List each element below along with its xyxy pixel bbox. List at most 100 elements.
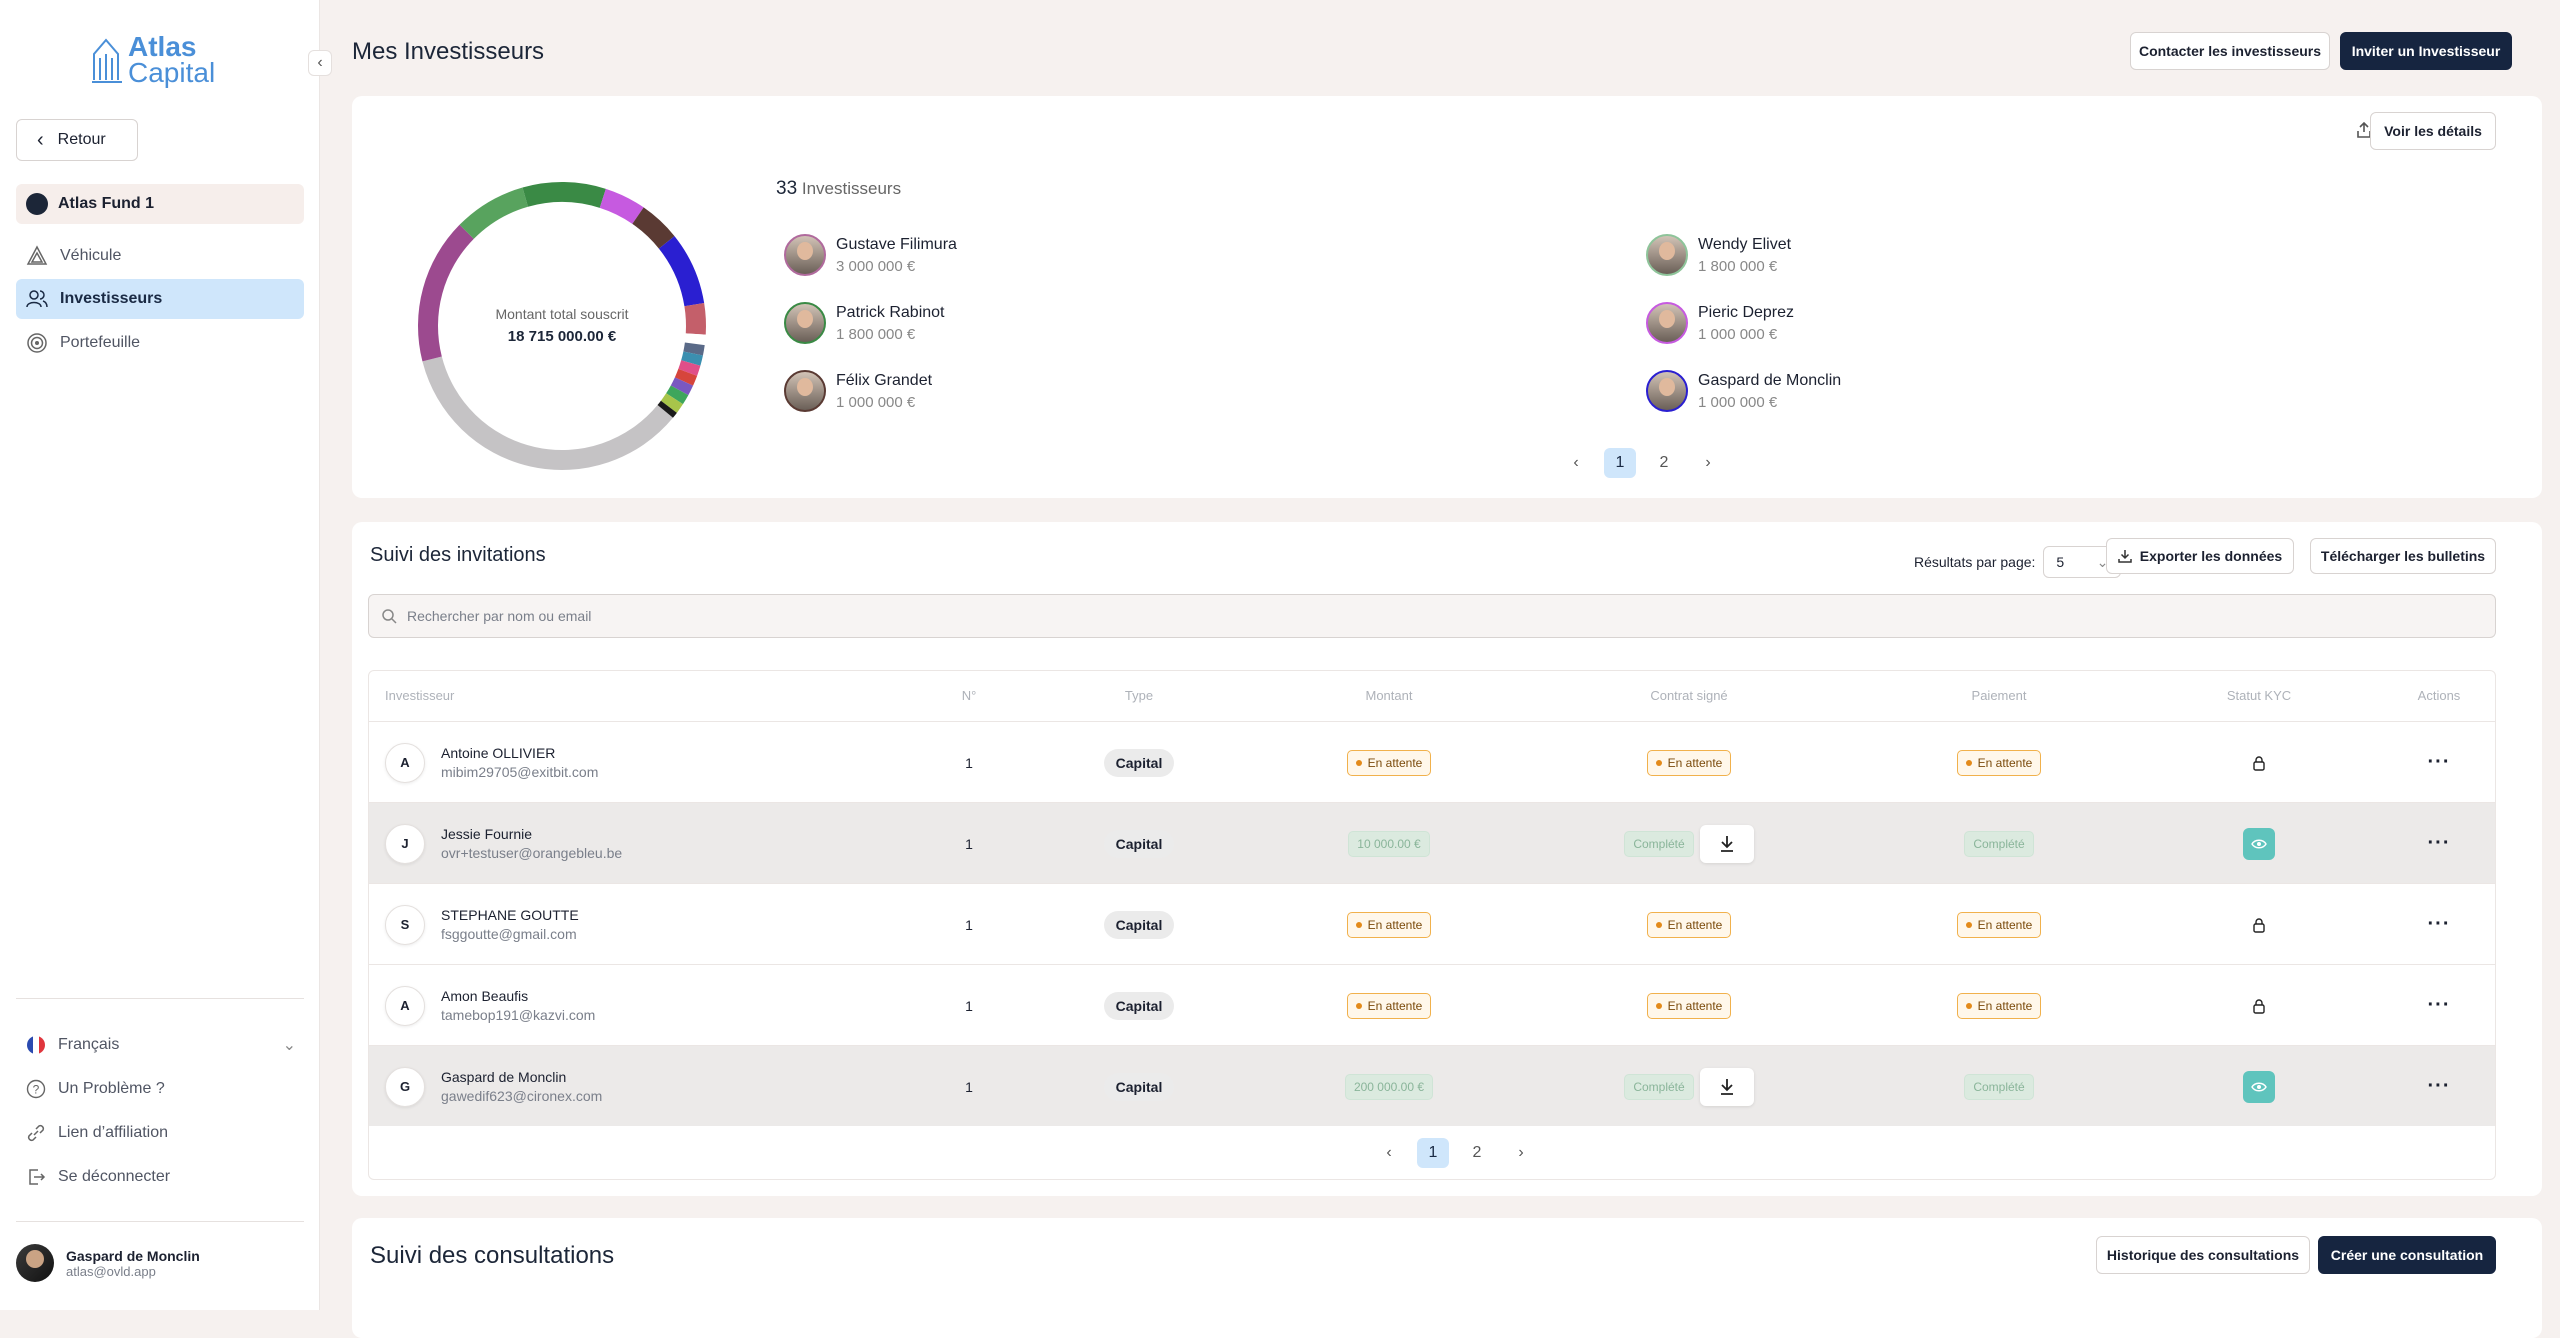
consultation-history-button[interactable]: Historique des consultations bbox=[2096, 1236, 2310, 1274]
kyc-cell bbox=[2199, 803, 2319, 884]
avatar bbox=[784, 302, 826, 344]
invite-investor-button[interactable]: Inviter un Investisseur bbox=[2340, 32, 2512, 70]
collapse-sidebar-button[interactable]: ‹ bbox=[308, 50, 332, 76]
amount-cell: En attente bbox=[1309, 965, 1469, 1046]
investor-item[interactable]: Gustave Filimura 3 000 000 € bbox=[784, 234, 957, 276]
export-label: Exporter les données bbox=[2139, 548, 2283, 564]
initial-avatar: S bbox=[385, 904, 425, 945]
donut-segment[interactable] bbox=[674, 368, 698, 386]
create-consultation-button[interactable]: Créer une consultation bbox=[2318, 1236, 2496, 1274]
page-1-button[interactable]: 1 bbox=[1417, 1138, 1449, 1168]
donut-segment[interactable] bbox=[681, 351, 703, 366]
more-actions-icon[interactable]: ··· bbox=[2427, 1075, 2451, 1097]
donut-segment[interactable] bbox=[684, 333, 706, 346]
invitations-title: Suivi des invitations bbox=[370, 544, 546, 566]
download-contract-button[interactable] bbox=[1699, 824, 1754, 863]
donut-segment[interactable] bbox=[683, 342, 705, 356]
investor-email: ovr+testuser@orangebleu.be bbox=[441, 845, 623, 861]
amount-badge: 10 000.00 € bbox=[1348, 830, 1430, 857]
kyc-cell bbox=[2199, 722, 2319, 803]
sidebar-item-vehicule[interactable]: Véhicule bbox=[16, 236, 304, 276]
donut-segment[interactable] bbox=[422, 356, 673, 470]
export-data-button[interactable]: Exporter les données bbox=[2106, 538, 2294, 574]
language-selector[interactable]: Français ⌄ bbox=[16, 1027, 304, 1063]
view-details-button[interactable]: Voir les détails bbox=[2370, 112, 2496, 150]
lock-icon[interactable] bbox=[2252, 755, 2266, 771]
view-kyc-button[interactable] bbox=[2243, 1070, 2275, 1103]
contact-investors-button[interactable]: Contacter les investisseurs bbox=[2130, 32, 2330, 70]
help-link[interactable]: ? Un Problème ? bbox=[16, 1071, 304, 1107]
donut-segment[interactable] bbox=[678, 360, 701, 376]
atlas-capital-logo[interactable]: Atlas Capital bbox=[92, 32, 232, 88]
kyc-cell bbox=[2199, 965, 2319, 1046]
fund-name: Atlas Fund 1 bbox=[58, 195, 155, 212]
view-kyc-button[interactable] bbox=[2243, 827, 2275, 860]
table-row[interactable]: J Jessie Fournie ovr+testuser@orangebleu.b… bbox=[369, 802, 2495, 884]
svg-text:?: ? bbox=[33, 1083, 40, 1097]
page-1-button[interactable]: 1 bbox=[1604, 448, 1636, 478]
more-actions-icon[interactable]: ··· bbox=[2427, 751, 2451, 773]
table-row[interactable]: G Gaspard de Monclin gawedif623@cironex.co… bbox=[369, 1045, 2495, 1126]
type-cell: Capital bbox=[1089, 803, 1189, 884]
table-row[interactable]: A Amon Beaufis tamebop191@kazvi.com 1 Capi… bbox=[369, 964, 2495, 1046]
investor-item[interactable]: Pieric Deprez 1 000 000 € bbox=[1646, 302, 1794, 344]
download-icon bbox=[1720, 835, 1733, 852]
donut-segment[interactable] bbox=[666, 385, 689, 405]
download-bulletins-button[interactable]: Télécharger les bulletins bbox=[2310, 538, 2496, 574]
page-2-button[interactable]: 2 bbox=[1659, 454, 1669, 471]
more-actions-icon[interactable]: ··· bbox=[2427, 832, 2451, 854]
type-pill: Capital bbox=[1103, 910, 1175, 939]
more-actions-icon[interactable]: ··· bbox=[2427, 913, 2451, 935]
page-2-button[interactable]: 2 bbox=[1472, 1144, 1482, 1161]
sidebar-item-portefeuille[interactable]: Portefeuille bbox=[16, 323, 304, 363]
chevron-right-icon[interactable]: › bbox=[1705, 454, 1711, 471]
chevron-left-icon[interactable]: ‹ bbox=[1573, 454, 1579, 471]
main-content: Mes Investisseurs Contacter les investis… bbox=[322, 0, 2560, 1338]
donut-segment[interactable] bbox=[657, 400, 677, 418]
lock-icon[interactable] bbox=[2252, 917, 2266, 933]
logout-link[interactable]: Se déconnecter bbox=[16, 1159, 304, 1195]
initial-avatar: J bbox=[385, 823, 425, 864]
donut-segment[interactable] bbox=[599, 188, 644, 224]
avatar bbox=[1646, 234, 1688, 276]
back-button[interactable]: ‹ Retour bbox=[16, 119, 138, 161]
donut-segment[interactable] bbox=[522, 182, 606, 208]
investor-item[interactable]: Patrick Rabinot 1 800 000 € bbox=[784, 302, 945, 344]
lock-icon[interactable] bbox=[2252, 998, 2266, 1014]
column-header: Investisseur bbox=[385, 688, 455, 703]
investor-name: Antoine OLLIVIER bbox=[441, 745, 556, 761]
user-profile[interactable]: Gaspard de Monclin atlas@ovld.app bbox=[16, 1244, 200, 1282]
more-actions-icon[interactable]: ··· bbox=[2427, 994, 2451, 1016]
sidebar-divider bbox=[16, 1221, 304, 1222]
initial-avatar: G bbox=[385, 1066, 425, 1107]
donut-segment[interactable] bbox=[632, 207, 675, 249]
table-row[interactable]: S STEPHANE GOUTTE fsggoutte@gmail.com 1 Ca… bbox=[369, 883, 2495, 964]
donut-segment[interactable] bbox=[418, 224, 474, 362]
fund-selector[interactable]: Atlas Fund 1 bbox=[16, 184, 304, 224]
rpp-value: 5 bbox=[2056, 554, 2065, 570]
download-icon bbox=[1720, 1078, 1733, 1095]
donut-segment[interactable] bbox=[684, 303, 706, 335]
donut-segment[interactable] bbox=[660, 393, 683, 413]
investor-item[interactable]: Gaspard de Monclin 1 000 000 € bbox=[1646, 370, 1841, 412]
investor-item[interactable]: Wendy Elivet 1 800 000 € bbox=[1646, 234, 1791, 276]
download-contract-button[interactable] bbox=[1699, 1067, 1754, 1106]
eye-icon bbox=[2251, 839, 2267, 848]
affiliate-link[interactable]: Lien d’affiliation bbox=[16, 1115, 304, 1151]
chevron-down-icon: ⌄ bbox=[282, 1037, 296, 1054]
donut-segment[interactable] bbox=[459, 187, 528, 239]
table-row[interactable]: A Antoine OLLIVIER mibim29705@exitbit.com … bbox=[369, 721, 2495, 803]
donut-segment[interactable] bbox=[658, 236, 705, 307]
arrow-left-icon: ‹ bbox=[37, 128, 44, 151]
initial-avatar: A bbox=[385, 985, 425, 1026]
sidebar-item-label: Portefeuille bbox=[60, 334, 141, 351]
investor-name: Pieric Deprez bbox=[1698, 303, 1795, 321]
search-input[interactable]: Rechercher par nom ou email bbox=[368, 594, 2496, 638]
number-cell: 1 bbox=[965, 916, 973, 933]
eye-icon bbox=[2251, 1082, 2267, 1091]
chevron-left-icon[interactable]: ‹ bbox=[1386, 1144, 1392, 1161]
donut-segment[interactable] bbox=[670, 377, 694, 396]
sidebar-item-investisseurs[interactable]: Investisseurs bbox=[16, 279, 304, 319]
chevron-right-icon[interactable]: › bbox=[1518, 1144, 1524, 1161]
investor-item[interactable]: Félix Grandet 1 000 000 € bbox=[784, 370, 932, 412]
